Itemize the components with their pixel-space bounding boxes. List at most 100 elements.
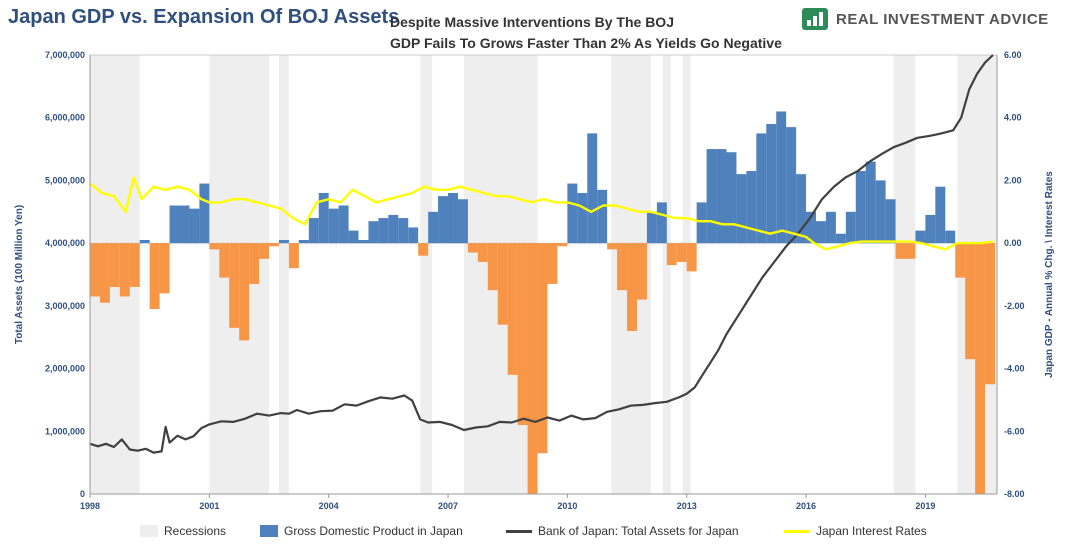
gdp-bar [656,202,667,244]
legend-item-boj: Bank of Japan: Total Assets for Japan [506,524,739,538]
gdp-bar [945,230,956,244]
gdp-bar [905,243,916,259]
left-axis-tick-label: 5,000,000 [45,175,85,185]
gdp-bar [388,214,399,244]
legend-item-rates: Japan Interest Rates [784,524,927,538]
gdp-bar [607,243,618,250]
gdp-bar [169,205,180,244]
gdp-bar [845,211,856,244]
gdp-bar [666,243,677,266]
gdp-bar [726,152,737,244]
left-axis-tick-label: 4,000,000 [45,238,85,248]
gdp-bar [627,243,637,331]
left-axis-tick-label: 3,000,000 [45,301,85,311]
right-axis-tick-label: -6.00 [1004,426,1025,436]
gdp-bar [636,243,647,300]
gdp-bar [796,174,807,244]
gdp-bar [567,183,578,244]
gdp-bar [815,221,826,244]
gdp-bar [199,183,210,244]
gdp-bar [776,111,787,244]
x-axis-tick-label: 2004 [319,501,339,511]
axes: 0 1,000,000 2,000,000 3,000,000 4,000,000 5,0… [14,50,1055,511]
brand-logo: REAL INVESTMENT ADVICE [802,5,1049,33]
gdp-bar [298,240,309,244]
gdp-bar [269,243,279,247]
gdp-bar [90,243,100,297]
gdp-bar [557,243,568,247]
gdp-bar [477,243,488,262]
gdp-bar [229,243,240,328]
right-axis-tick-label: -4.00 [1004,364,1025,374]
gdp-bar [706,149,717,244]
left-axis-tick-label: 2,000,000 [45,364,85,374]
gdp-bar [438,196,449,244]
x-axis-tick-label: 2016 [796,501,816,511]
gdp-bar [159,243,170,294]
gdp-bar [358,240,369,244]
left-axis-title: Total Assets (100 Million Yen) [14,205,25,344]
legend-item-recessions: Recessions [140,524,226,538]
bar-chart-icon [802,8,828,30]
gdp-bar [975,243,986,494]
gdp-bar [189,208,200,244]
right-axis-tick-label: -8.00 [1004,489,1025,499]
gdp-bar [806,211,816,244]
gdp-bar [249,243,260,284]
gdp-bar [288,243,299,269]
legend-label-recessions: Recessions [164,524,227,538]
gdp-bars [90,111,996,494]
gdp-bar [328,208,339,244]
left-axis-tick-label: 7,000,000 [45,50,85,60]
gdp-bar [736,174,747,244]
gdp-bar [766,123,777,244]
gdp-bar [448,192,458,244]
gdp-bar [746,171,757,244]
gdp-bar [686,243,697,272]
left-axis-tick-label: 6,000,000 [45,113,85,123]
x-axis-tick-label: 2001 [199,501,219,511]
gdp-bar [965,243,976,360]
gdp-bar [646,211,657,244]
gdp-bar [756,133,767,244]
chart-subtitle-line-2: GDP Fails To Grows Faster Than 2% As Yie… [390,35,782,51]
right-axis-tick-label: -2.00 [1004,301,1025,311]
legend-label-boj: Bank of Japan: Total Assets for Japan [538,524,739,538]
gdp-bar [835,233,846,244]
gdp-bar [985,243,996,385]
chart-legend: Recessions Gross Domestic Product in Jap… [0,524,1069,546]
legend-swatch-recessions [140,525,158,537]
gdp-bar [547,243,558,284]
gdp-bar [338,205,349,244]
legend-label-gdp: Gross Domestic Product in Japan [284,524,463,538]
gdp-bar [408,227,419,244]
recession-band [893,55,916,494]
recession-band [662,55,671,494]
gdp-bar [259,243,270,259]
gdp-bar [865,161,876,244]
gdp-bar [428,211,439,244]
legend-label-rates: Japan Interest Rates [816,524,927,538]
x-axis-tick-label: 1998 [80,501,100,511]
x-axis-tick-label: 2019 [915,501,935,511]
gdp-bar [587,133,598,244]
legend-item-gdp: Gross Domestic Product in Japan [260,524,463,538]
gdp-bar [537,243,548,454]
gdp-bar [915,230,926,244]
gdp-bar [786,127,797,244]
gdp-bar [885,199,896,244]
gdp-bar [348,230,359,244]
gdp-bar [398,218,409,244]
gdp-bar [527,243,538,494]
x-axis-tick-label: 2007 [438,501,458,511]
right-axis-title: Japan GDP - Annual % Chg. \ Interest Rat… [1044,171,1055,378]
legend-swatch-gdp [260,525,278,537]
gdp-bar [239,243,250,341]
gdp-bar [716,149,727,244]
gdp-bar [855,171,866,244]
gdp-bar [696,202,707,244]
right-axis-tick-label: 2.00 [1004,175,1022,185]
series-lines [89,54,994,454]
gdp-bar [925,214,936,244]
left-axis-tick-label: 1,000,000 [45,426,85,436]
